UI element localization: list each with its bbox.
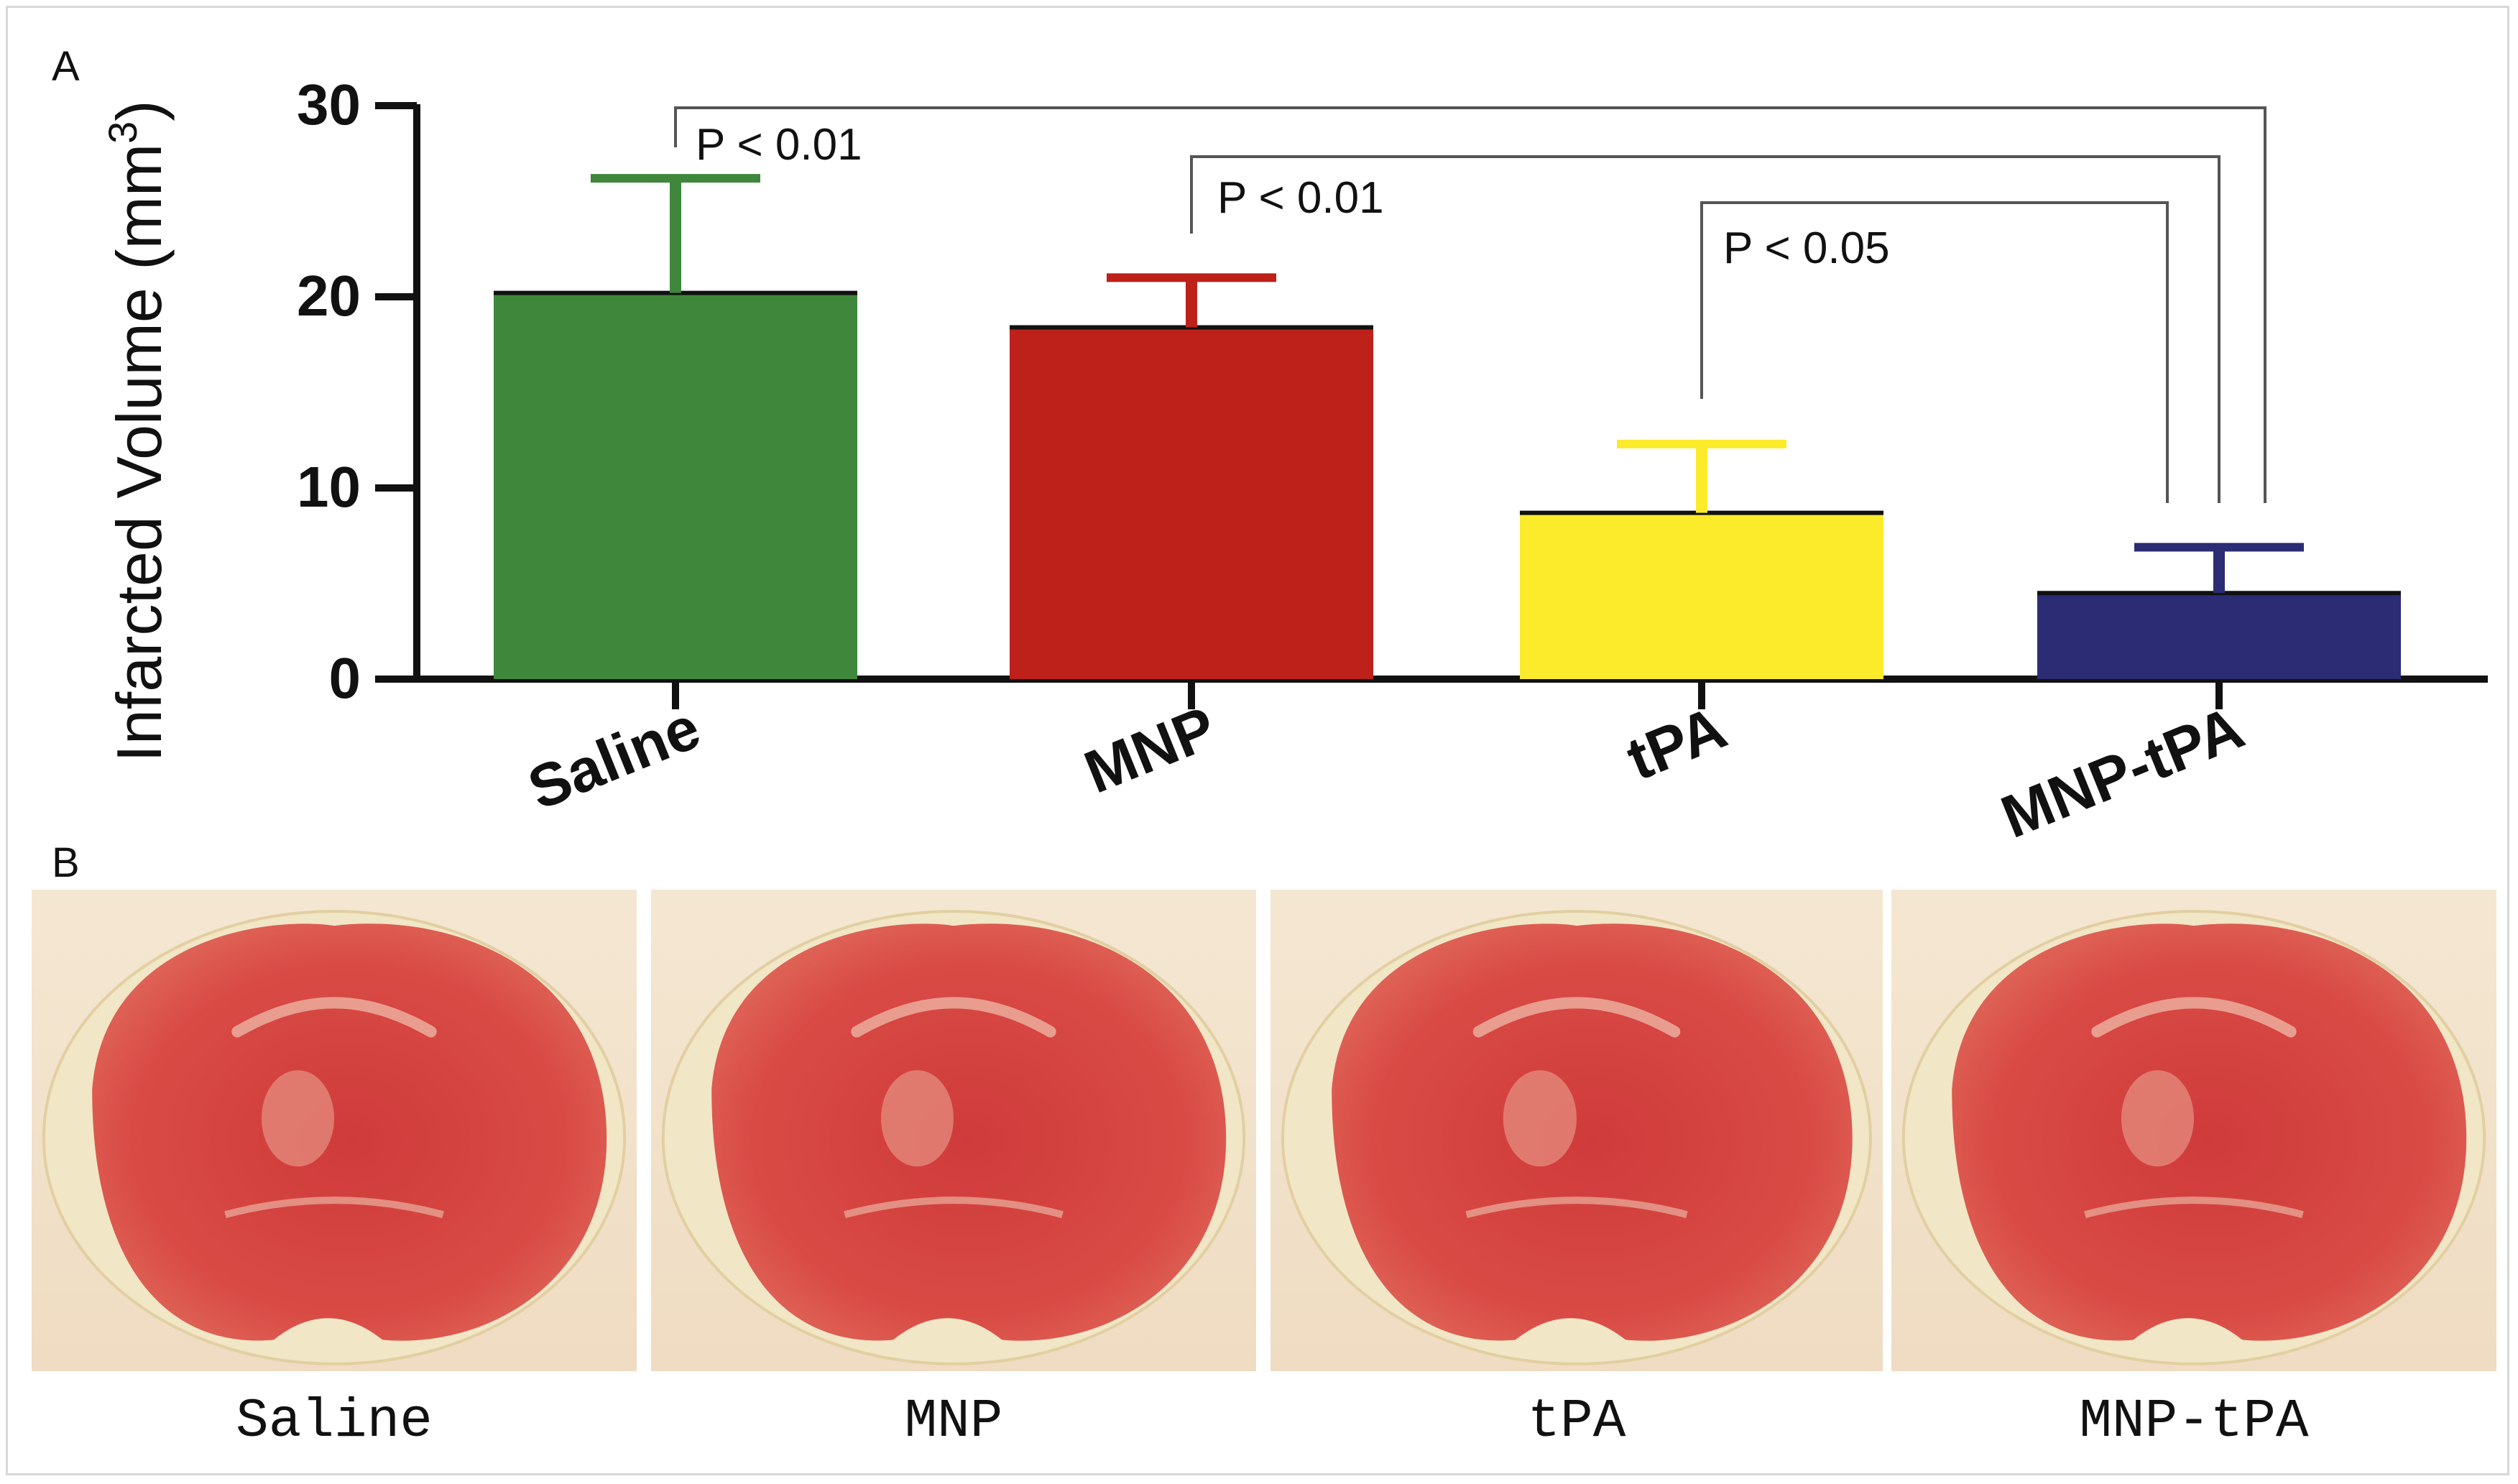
significance-label: P < 0.01 [696,120,862,170]
panel-a-letter: A [52,43,80,90]
significance-brackets: P < 0.01 P < 0.01 P < 0.05 [674,106,2266,503]
y-tick-label: 0 [329,646,361,710]
y-axis: 0 10 20 30 [297,73,420,710]
bar-mnp-tpa [2037,593,2401,679]
significance-label: P < 0.01 [1217,173,1384,223]
commissure-feature [1465,1197,1688,1219]
stained-tissue [1332,923,1853,1341]
bar-mnp [1010,327,1373,679]
white-matter-tract [1472,997,1681,1038]
bar-chart: 0 10 20 30 P < 0.01 P < 0.01 P < 0.05 Saline M… [297,73,2488,851]
commissure-feature [224,1197,444,1219]
photo-caption: MNP [905,1391,1003,1452]
brain-slice-photos: Saline MNP tPA MNP-tPA [32,890,2496,1452]
striatum-region [880,1070,954,1167]
bar-saline [494,292,857,679]
significance-bracket [674,106,2266,503]
striatum-region [261,1070,335,1167]
error-bars [591,174,2304,594]
category-label: MNP [1075,693,1225,806]
stained-tissue [92,923,607,1341]
panel-b-letter: B [52,839,80,886]
y-axis-title: Infarcted Volume (mm3) [100,100,175,762]
photo-caption: MNP-tPA [2079,1391,2309,1452]
white-matter-tract [2091,997,2297,1038]
significance-label: P < 0.05 [1723,223,1890,273]
category-label: tPA [1618,693,1735,793]
commissure-feature [2084,1197,2304,1219]
commissure-feature [844,1197,1064,1219]
stained-tissue [711,923,1227,1341]
stained-tissue [1952,923,2467,1341]
bars [494,290,2401,679]
brain-slice-photo-2: MNP [651,890,1256,1452]
brain-slice-photo-1: Saline [32,890,637,1452]
white-matter-tract [231,997,437,1038]
photo-caption: Saline [236,1391,433,1452]
category-label: Saline [519,693,709,823]
category-label: MNP-tPA [1992,693,2253,851]
significance-bracket [1700,201,2169,503]
x-axis [414,676,2488,709]
y-tick-label: 10 [297,455,361,519]
significance-bracket [1190,155,2220,503]
photo-caption: tPA [1528,1391,1626,1452]
white-matter-tract [851,997,1056,1038]
y-tick-label: 20 [297,264,361,328]
bar-tpa [1520,512,1883,679]
category-labels: Saline MNP tPA MNP-tPA [519,693,2253,851]
striatum-region [2121,1070,2194,1167]
striatum-region [1503,1070,1577,1167]
brain-slice-photo-4: MNP-tPA [1891,890,2496,1452]
y-tick-label: 30 [297,73,361,137]
brain-slice-photo-3: tPA [1270,890,1883,1452]
